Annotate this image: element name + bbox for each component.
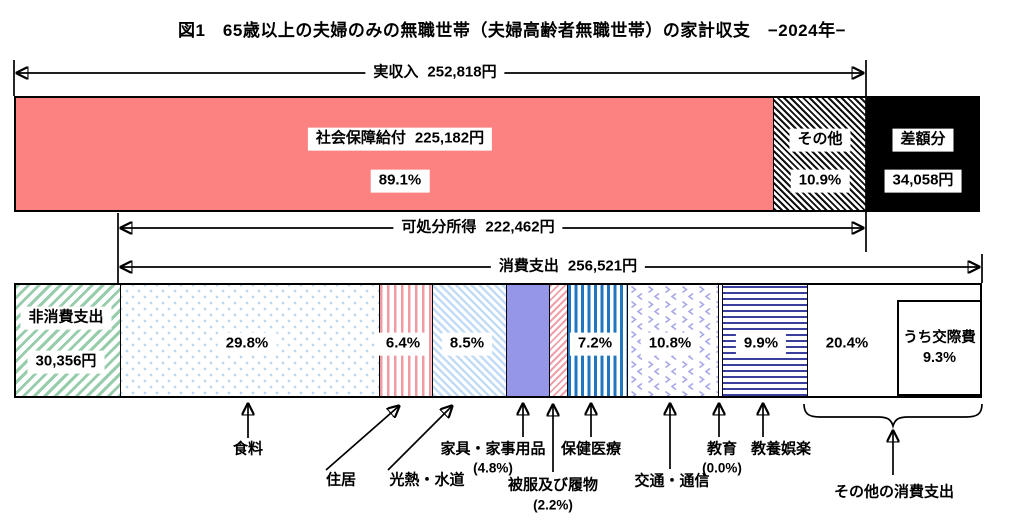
- deficit-value: 34,058円: [884, 169, 962, 193]
- segment-education: [718, 285, 722, 396]
- segment-social-security: [16, 98, 773, 210]
- socializing-box: うち交際費 9.3%: [897, 300, 982, 396]
- non-consumption-label: 非消費支出: [20, 306, 112, 330]
- culture-percent: 9.9%: [735, 332, 787, 356]
- education-label: 教育: [706, 440, 738, 458]
- segment-non-consumption: [16, 285, 120, 396]
- figure-title: 図1 65歳以上の夫婦のみの無職世帯（夫婦高齢者無職世帯）の家計収支 −2024…: [177, 21, 847, 40]
- housing-leader: [325, 406, 399, 471]
- utilities-label: 光熱・水道: [389, 471, 465, 489]
- income-arrow-label: 実収入 252,818円: [365, 61, 505, 85]
- income-label: 実収入: [373, 63, 419, 81]
- leader-lines: [248, 403, 983, 475]
- segment-other-income: [773, 98, 866, 210]
- medical-label: 保健医療: [560, 440, 622, 458]
- utilities-leader: [387, 406, 452, 471]
- non-consumption-value: 30,356円: [27, 350, 105, 374]
- segment-deficit: [866, 98, 978, 210]
- disposable-label: 可処分所得: [401, 218, 477, 236]
- deficit-label: 差額分: [892, 128, 954, 152]
- social-security-label: 社会保障給付 225,182円: [307, 127, 493, 151]
- food-percent: 29.8%: [217, 332, 277, 356]
- segment-clothing: [549, 285, 567, 396]
- consumption-value: 256,521円: [567, 257, 638, 275]
- consumption-arrow-label: 消費支出 256,521円: [490, 255, 646, 279]
- other-consumption-brace: [803, 403, 983, 430]
- other-income-label: その他: [789, 128, 851, 152]
- disposable-arrow-label: 可処分所得 222,462円: [393, 216, 563, 240]
- housing-percent: 6.4%: [377, 332, 429, 356]
- income-bar: [14, 96, 980, 212]
- clothing-percent: (2.2%): [533, 497, 573, 513]
- socializing-percent: 9.3%: [922, 350, 957, 366]
- other-income-percent: 10.9%: [790, 169, 850, 193]
- social-security-value: 225,182円: [414, 129, 485, 147]
- other-consumption-label: その他の消費支出: [833, 483, 955, 501]
- culture-label: 教養娯楽: [750, 440, 812, 458]
- consumption-label: 消費支出: [498, 257, 559, 275]
- other-consumption-percent: 20.4%: [825, 334, 869, 352]
- furniture-percent: (4.8%): [473, 460, 513, 476]
- housing-label: 住居: [325, 471, 357, 489]
- disposable-value: 222,462円: [485, 218, 555, 236]
- social-security-name: 社会保障給付: [315, 129, 406, 147]
- medical-percent: 7.2%: [569, 332, 621, 356]
- transport-percent: 10.8%: [640, 332, 700, 356]
- clothing-label: 被服及び履物: [507, 476, 599, 494]
- socializing-name: うち交際費: [903, 329, 976, 346]
- food-label: 食料: [232, 440, 264, 458]
- transport-label: 交通・通信: [634, 472, 710, 490]
- furniture-label: 家具・家事用品: [440, 440, 546, 458]
- education-percent: (0.0%): [702, 460, 742, 476]
- income-value: 252,818円: [427, 63, 497, 81]
- social-security-percent: 89.1%: [370, 169, 430, 193]
- utilities-percent: 8.5%: [441, 332, 493, 356]
- segment-furniture: [506, 285, 549, 396]
